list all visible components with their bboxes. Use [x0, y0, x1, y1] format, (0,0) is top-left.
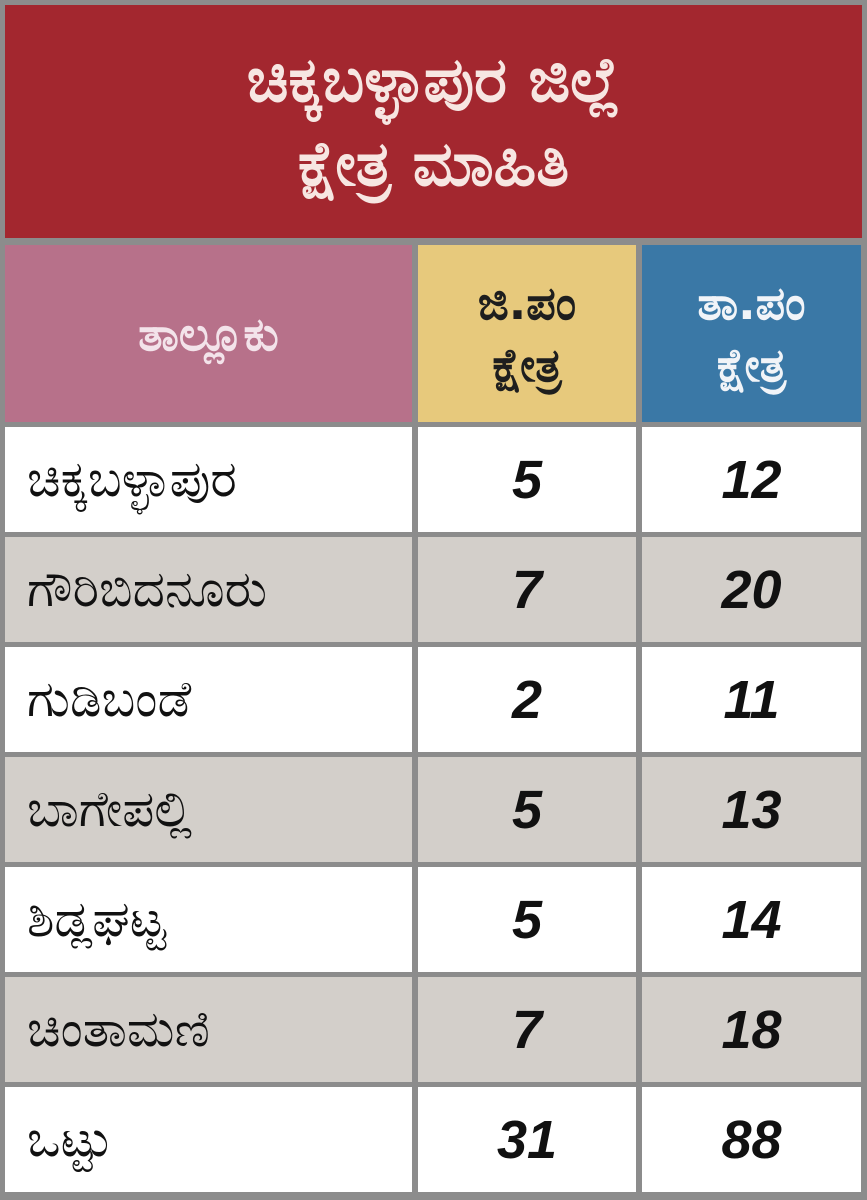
- tp-cell: 18: [642, 977, 861, 1082]
- header-tp-line-2: ಕ್ಷೇತ್ರ: [716, 337, 787, 392]
- taluk-cell: ಚಿಕ್ಕಬಳ್ಳಾಪುರ: [5, 427, 412, 532]
- header-taluk-label: ತಾಲ್ಲೂಕು: [138, 306, 279, 361]
- title-line-2: ಕ್ಷೇತ್ರ ಮಾಹಿತಿ: [297, 126, 570, 200]
- taluk-cell: ಒಟ್ಟು: [5, 1087, 412, 1192]
- zp-cell: 5: [418, 867, 636, 972]
- zp-cell: 5: [418, 757, 636, 862]
- taluk-cell: ಚಿಂತಾಮಣಿ: [5, 977, 412, 1082]
- tp-cell: 88: [642, 1087, 861, 1192]
- zp-cell: 5: [418, 427, 636, 532]
- data-table: ತಾಲ್ಲೂಕು ಜಿ.ಪಂ ಕ್ಷೇತ್ರ ತಾ.ಪಂ ಕ್ಷೇತ್ರ ಚಿಕ…: [5, 245, 861, 1192]
- tp-cell: 12: [642, 427, 861, 532]
- header-zp-line-2: ಕ್ಷೇತ್ರ: [492, 337, 562, 392]
- tp-cell: 11: [642, 647, 861, 752]
- header-zp: ಜಿ.ಪಂ ಕ್ಷೇತ್ರ: [418, 245, 636, 422]
- title-line-1: ಚಿಕ್ಕಬಳ್ಳಾಪುರ ಜಿಲ್ಲೆ: [246, 42, 621, 116]
- tp-cell: 20: [642, 537, 861, 642]
- header-tp-line-1: ತಾ.ಪಂ: [697, 275, 806, 330]
- zp-cell: 2: [418, 647, 636, 752]
- header-zp-line-1: ಜಿ.ಪಂ: [477, 275, 577, 330]
- tp-cell: 14: [642, 867, 861, 972]
- zp-cell: 31: [418, 1087, 636, 1192]
- zp-cell: 7: [418, 537, 636, 642]
- header-taluk: ತಾಲ್ಲೂಕು: [5, 245, 412, 422]
- taluk-cell: ಗುಡಿಬಂಡೆ: [5, 647, 412, 752]
- tp-cell: 13: [642, 757, 861, 862]
- constituency-table-infographic: ಚಿಕ್ಕಬಳ್ಳಾಪುರ ಜಿಲ್ಲೆ ಕ್ಷೇತ್ರ ಮಾಹಿತಿ ತಾಲ್…: [5, 5, 862, 1195]
- taluk-cell: ಬಾಗೇಪಲ್ಲಿ: [5, 757, 412, 862]
- taluk-cell: ಗೌರಿಬಿದನೂರು: [5, 537, 412, 642]
- zp-cell: 7: [418, 977, 636, 1082]
- title-banner: ಚಿಕ್ಕಬಳ್ಳಾಪುರ ಜಿಲ್ಲೆ ಕ್ಷೇತ್ರ ಮಾಹಿತಿ: [5, 5, 862, 238]
- header-tp: ತಾ.ಪಂ ಕ್ಷೇತ್ರ: [642, 245, 861, 422]
- taluk-cell: ಶಿಡ್ಲಘಟ್ಟ: [5, 867, 412, 972]
